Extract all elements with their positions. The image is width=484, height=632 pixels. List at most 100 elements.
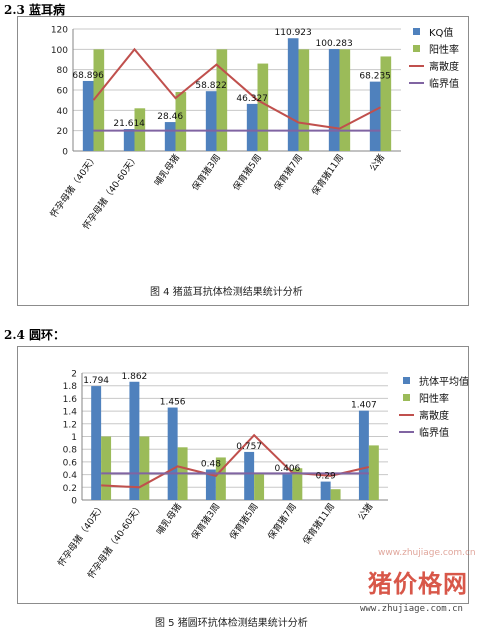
y-tick-label: 2 <box>71 370 77 380</box>
series-line-dispersion <box>101 433 370 489</box>
watermark-logo: www.zhujiage.com.cn 猪价格网 www.zhujiage.co… <box>360 540 478 626</box>
bar-primary <box>282 474 293 500</box>
bar-positive-rate <box>216 49 228 152</box>
y-tick-label: 0.6 <box>63 458 78 468</box>
data-label: 68.235 <box>359 72 391 82</box>
bar-positive-rate <box>134 108 146 151</box>
y-tick-label: 20 <box>57 127 69 137</box>
data-label: 21.614 <box>113 119 145 129</box>
y-tick-label: 0 <box>62 148 68 158</box>
x-category-label: 保育猪5周 <box>230 152 264 193</box>
bar-positive-rate <box>93 49 105 152</box>
data-label: 100.283 <box>316 39 353 49</box>
y-tick-label: 1 <box>71 433 77 443</box>
y-tick-label: 0.2 <box>63 484 77 494</box>
data-label: 0.757 <box>236 442 262 452</box>
bar-positive-rate <box>330 489 341 500</box>
legend-swatch <box>403 394 410 401</box>
bar-primary <box>129 381 140 500</box>
data-label: 0.406 <box>275 464 301 474</box>
bar-positive-rate <box>101 436 112 500</box>
bar-positive-rate <box>175 92 187 151</box>
bar-positive-rate <box>257 63 269 151</box>
data-label: 110.923 <box>275 28 312 38</box>
legend-swatch <box>403 377 410 384</box>
y-tick-label: 100 <box>51 46 68 56</box>
y-tick-label: 0.8 <box>63 446 78 456</box>
y-tick-label: 1.4 <box>63 408 78 418</box>
x-category-label: 保育猪3周 <box>189 501 223 542</box>
section-heading-pcv: 2.4 圆环： <box>4 328 66 342</box>
bar-positive-rate <box>139 436 150 500</box>
data-label: 1.862 <box>122 372 148 382</box>
bar-positive-rate <box>292 468 303 500</box>
legend-label: KQ值 <box>429 26 453 39</box>
x-category-label: 保育猪5周 <box>227 501 261 542</box>
watermark-brand: 猪价格网 <box>368 570 468 598</box>
data-label: 58.822 <box>195 81 227 91</box>
data-label: 0.29 <box>316 472 336 482</box>
chart-pcv-antibody: 0 0.2 0.4 0.6 0.8 1 1.2 1.4 1.6 1.8 2 1.794 1.862 1.4… <box>17 346 469 604</box>
y-tick-label: 1.6 <box>63 395 78 405</box>
bar-positive-rate <box>368 445 379 500</box>
legend-label: 抗体平均值 <box>419 375 468 388</box>
x-category-label: 哺乳母猪 <box>151 152 181 188</box>
figure-caption-4: 图 4 猪蓝耳抗体检测结果统计分析 <box>150 287 303 298</box>
data-label: 46.327 <box>236 94 268 104</box>
bar-positive-rate <box>215 457 226 500</box>
y-tick-label: 40 <box>57 107 69 117</box>
x-category-label: 公猪 <box>367 152 387 174</box>
series-line-dispersion <box>92 47 381 130</box>
legend-label: 临界值 <box>429 77 459 90</box>
bar-primary <box>320 481 331 500</box>
y-tick-label: 80 <box>57 66 69 76</box>
legend-label: 临界值 <box>419 426 449 439</box>
x-category-label: 保育猪7周 <box>271 152 305 193</box>
data-label: 1.794 <box>83 376 109 386</box>
bar-primary <box>82 80 94 151</box>
chart-pcv-svg: 0 0.2 0.4 0.6 0.8 1 1.2 1.4 1.6 1.8 2 1.794 1.862 1.4… <box>55 370 469 581</box>
legend-swatch <box>413 28 420 35</box>
watermark-url: www.zhujiage.com.cn <box>360 604 463 614</box>
bar-primary <box>164 122 176 151</box>
x-category-label: 保育猪11周 <box>300 501 337 547</box>
y-tick-label: 0.4 <box>63 471 78 481</box>
section-heading-prrs: 2.3 蓝耳病 <box>4 3 66 17</box>
bar-primary <box>328 49 340 151</box>
chart-prrs-antibody: 0 20 40 60 80 100 120 68.896 21.614 28.46 58.822 46… <box>17 16 469 306</box>
bar-primary <box>369 81 381 151</box>
data-label: 1.407 <box>351 401 377 411</box>
data-label: 0.48 <box>201 460 221 470</box>
y-tick-label: 120 <box>51 26 68 36</box>
bar-primary <box>205 91 217 151</box>
legend-label: 离散度 <box>419 409 449 422</box>
bar-primary <box>205 469 216 500</box>
legend-label: 阳性率 <box>419 392 449 405</box>
bar-primary <box>358 410 369 500</box>
y-tick-label: 1.8 <box>63 382 78 392</box>
figure-caption-5: 图 5 猪圆环抗体检测结果统计分析 <box>155 618 308 629</box>
bar-primary <box>244 451 255 500</box>
data-label: 28.46 <box>157 112 183 122</box>
bar-positive-rate <box>380 56 392 152</box>
watermark-faint-url: www.zhujiage.com.cn <box>378 548 476 558</box>
x-category-label: 保育猪11周 <box>309 152 346 198</box>
bar-primary <box>287 38 299 151</box>
y-tick-label: 60 <box>57 87 69 97</box>
x-category-label: 公猪 <box>355 501 375 523</box>
bar-primary <box>91 386 102 500</box>
bar-primary <box>246 103 258 151</box>
x-category-label: 保育猪3周 <box>189 152 223 193</box>
x-category-label: 哺乳母猪 <box>154 501 184 537</box>
y-tick-label: 1.2 <box>63 420 77 430</box>
data-label: 68.896 <box>72 71 104 81</box>
legend-swatch <box>413 45 420 52</box>
bar-positive-rate <box>254 473 265 500</box>
bar-positive-rate <box>298 49 310 152</box>
chart-prrs-svg: 0 20 40 60 80 100 120 68.896 21.614 28.46 58.822 46… <box>47 26 459 232</box>
legend-label: 阳性率 <box>429 43 459 56</box>
y-tick-label: 0 <box>71 497 77 507</box>
legend-label: 离散度 <box>429 60 459 73</box>
bar-primary <box>123 129 135 151</box>
bar-positive-rate <box>339 49 351 152</box>
